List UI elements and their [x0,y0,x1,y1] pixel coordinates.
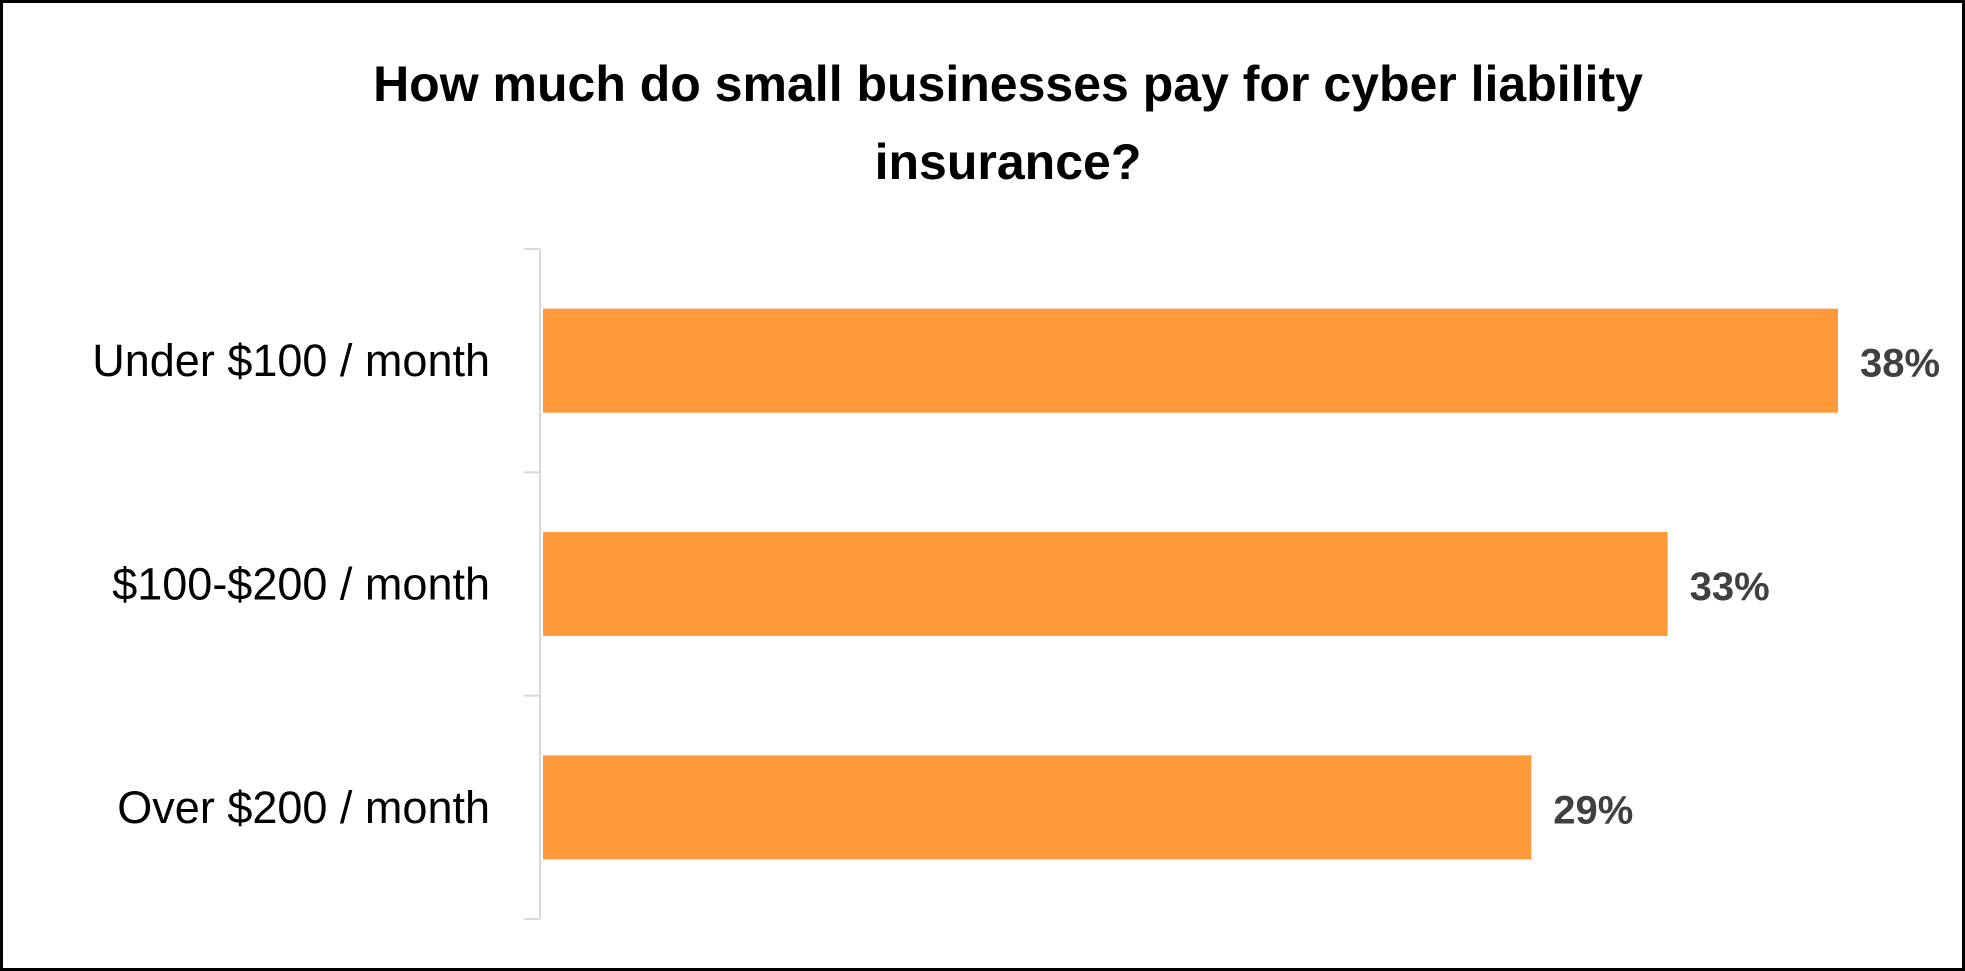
bar [543,308,1838,413]
category-label: $100-$200 / month [112,559,490,610]
chart-title: How much do small businesses pay for cyb… [373,56,1643,190]
category-label: Over $200 / month [117,782,490,833]
bar [543,755,1532,860]
value-label: 33% [1690,565,1770,609]
bar [543,532,1668,636]
value-label: 38% [1860,342,1940,386]
value-label: 29% [1553,788,1633,832]
category-label: Under $100 / month [92,335,490,386]
bar-chart-plot: Under $100 / month 38% $100-$200 / month 33… [92,248,1940,920]
